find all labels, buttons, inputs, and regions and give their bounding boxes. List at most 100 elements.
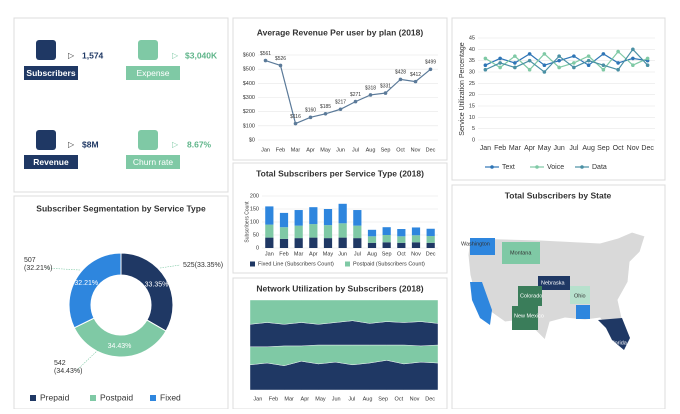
state	[518, 286, 542, 306]
bar-segment	[426, 236, 435, 243]
kpi-arrow: ▷	[68, 51, 75, 60]
x-tick-label: Aug	[363, 396, 373, 402]
legend-swatch	[90, 395, 96, 401]
legend-label: Prepaid	[40, 392, 70, 402]
state	[570, 286, 590, 304]
value-label: $318	[365, 85, 376, 91]
marker	[527, 67, 532, 72]
kpi-label-box	[24, 66, 78, 80]
x-tick-label: May	[320, 147, 331, 153]
marker	[338, 107, 343, 112]
marker	[645, 63, 650, 67]
marker	[542, 52, 547, 56]
y-tick-label: 45	[469, 35, 475, 41]
bar-segment	[279, 212, 289, 228]
value-label: $271	[350, 92, 361, 98]
donut-slice	[68, 252, 122, 329]
kpi-arrow: ▷	[172, 140, 179, 149]
kpi-icon	[138, 130, 158, 150]
state	[470, 238, 495, 255]
bar-segment	[367, 229, 377, 237]
x-tick-label: May	[323, 251, 334, 257]
marker	[586, 63, 591, 67]
marker	[527, 52, 532, 56]
x-tick-label: Nov	[411, 251, 421, 257]
x-tick-label: Aug	[582, 145, 595, 152]
x-tick-label: Apr	[301, 396, 310, 402]
bar-segment	[382, 235, 391, 243]
x-tick-label: Feb	[279, 251, 288, 257]
y-tick-label: $100	[243, 123, 255, 129]
legend-swatch	[30, 395, 36, 401]
x-tick-label: Oct	[395, 396, 404, 402]
marker	[557, 65, 561, 70]
legend-label: Fixed	[160, 392, 181, 402]
y-tick-label: 50	[253, 232, 259, 238]
marker	[498, 65, 502, 70]
state	[502, 242, 540, 264]
slice-label: 32.21%	[74, 280, 98, 287]
state	[470, 282, 492, 325]
x-tick-label: Jul	[348, 396, 355, 402]
value-label: $526	[275, 56, 286, 62]
chart-title: Subscriber Segmentation by Service Type	[36, 203, 206, 213]
marker	[383, 91, 388, 95]
bar-segment	[411, 227, 421, 236]
bar-segment	[382, 242, 391, 248]
legend-marker	[580, 165, 584, 169]
marker	[293, 121, 298, 126]
marker	[631, 47, 635, 52]
leader-line	[45, 267, 81, 271]
marker	[513, 65, 517, 70]
marker	[428, 67, 433, 72]
value-label: $331	[380, 83, 391, 89]
marker	[483, 56, 488, 61]
kpi-arrow: ▷	[172, 51, 179, 60]
x-tick-label: Jun	[553, 145, 564, 152]
x-tick-label: Dec	[426, 147, 436, 153]
chart-title: Network Utilization by Subscribers (2018…	[256, 283, 423, 293]
marker	[616, 67, 620, 72]
marker	[323, 111, 328, 116]
marker	[586, 58, 591, 63]
bar-segment	[367, 236, 377, 243]
legend-swatch	[250, 261, 255, 267]
kpi-label: Revenue	[33, 157, 69, 167]
bar-segment	[265, 237, 274, 248]
marker	[263, 58, 268, 63]
x-tick-label: Mar	[294, 251, 304, 257]
bar-segment	[323, 225, 333, 239]
outer-label: 525(33.35%)	[183, 262, 223, 269]
bar-segment	[309, 207, 318, 225]
y-tick-label: $200	[243, 109, 255, 115]
bar-segment	[294, 210, 303, 226]
kpi-label: Subscribers	[26, 68, 75, 78]
kpi-value: 8.67%	[187, 139, 212, 149]
marker	[572, 61, 576, 65]
legend-label: Data	[592, 164, 607, 171]
marker	[527, 58, 532, 63]
x-tick-label: Jul	[569, 145, 578, 152]
marker	[353, 99, 358, 104]
value-label: $499	[425, 60, 436, 66]
marker	[601, 63, 606, 67]
x-tick-label: May	[538, 145, 552, 152]
marker	[572, 54, 576, 58]
bar-segment	[353, 225, 362, 239]
chart-title: Average Revenue Per user by plan (2018)	[257, 27, 424, 37]
bar-segment	[323, 238, 333, 248]
x-tick-label: May	[315, 396, 326, 402]
marker	[368, 93, 373, 97]
marker	[308, 115, 313, 120]
bar-segment	[338, 203, 347, 224]
legend-swatch	[345, 261, 350, 267]
x-tick-label: Sep	[597, 145, 610, 152]
outer-label: 507	[24, 257, 36, 264]
x-tick-label: Jul	[352, 147, 359, 153]
y-tick-label: $600	[243, 52, 255, 58]
x-tick-label: Jan	[261, 147, 270, 153]
marker	[631, 63, 635, 67]
x-tick-label: Apr	[309, 251, 318, 257]
bar-segment	[411, 242, 421, 248]
y-axis-title: Subscribers Count	[244, 201, 250, 243]
